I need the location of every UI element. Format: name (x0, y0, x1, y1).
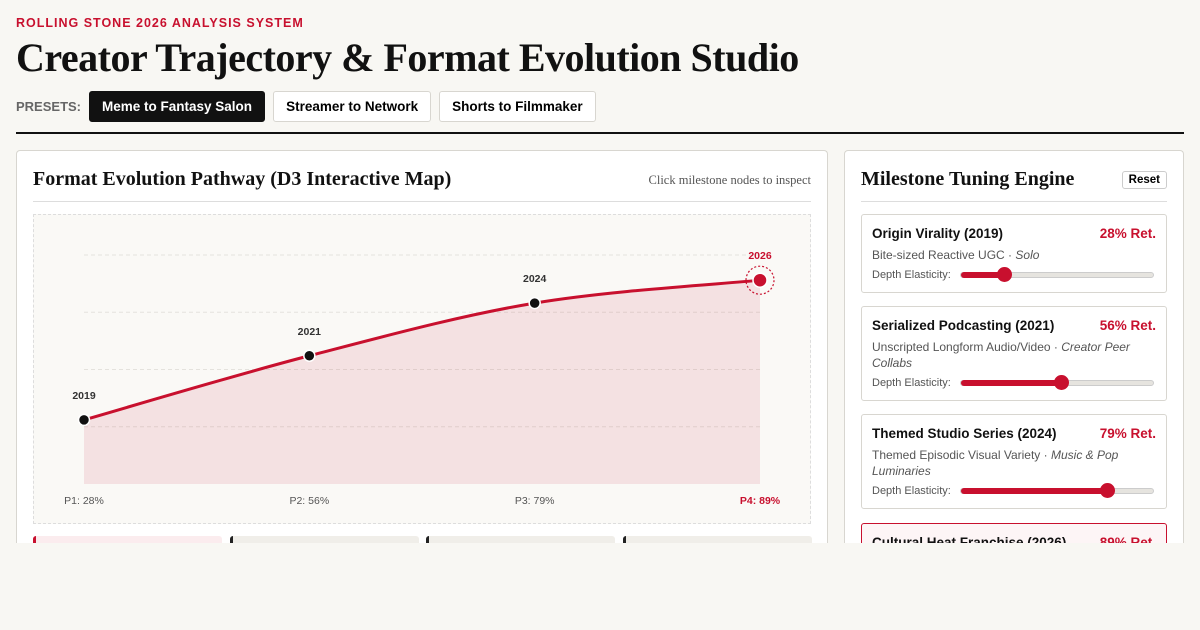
rule (16, 132, 1184, 134)
value-label: P3: 79% (515, 495, 555, 507)
milestone-format: Unscripted Longform Audio/Video · Creato… (872, 340, 1130, 370)
card-header: Themed Studio Series (2024) 79% Ret. (872, 426, 1156, 441)
milestone-format: Themed Episodic Visual Variety · Music &… (872, 448, 1119, 478)
preset-button[interactable]: Meme to Fantasy Salon (89, 91, 266, 122)
page-title: Creator Trajectory & Format Evolution St… (16, 35, 799, 80)
line (83, 278, 761, 422)
milestone-card: Themed Studio Series (2024) 79% Ret. Theme… (861, 414, 1167, 509)
milestone-tab[interactable] (426, 536, 615, 543)
map-panel: Format Evolution Pathway (D3 Interactive… (16, 150, 828, 543)
chart-box: 2019 P1: 28% 2021 P2: 56% 2024 P3: 79% 2026 P4:… (33, 214, 811, 524)
collab: Music & Pop Luminaries (872, 448, 1119, 478)
format: Unscripted Longform Audio/Video (872, 340, 1051, 354)
format: Themed Episodic Visual Variety (872, 448, 1041, 462)
slider-row: Depth Elasticity: (872, 375, 1156, 390)
divider (861, 201, 1167, 202)
retention: 28% Ret. (1099, 226, 1156, 241)
value-label: P4: 89% (740, 495, 781, 507)
slider-fill (960, 380, 1062, 386)
milestone-tab[interactable] (230, 536, 419, 543)
preset-button[interactable]: Streamer to Network (273, 91, 432, 122)
year-label: 2019 (72, 390, 96, 402)
slider-fill (960, 488, 1108, 494)
slider-thumb[interactable] (1100, 483, 1116, 498)
value-label: P2: 56% (289, 495, 329, 507)
slider-track[interactable] (959, 483, 1154, 498)
format: Bite-sized Reactive UGC (872, 248, 1005, 262)
retention: 89% Ret. (1099, 535, 1156, 543)
milestone-tab[interactable] (33, 536, 222, 543)
slider-label: Depth Elasticity: (872, 377, 951, 389)
milestone-name: Cultural Heat Franchise (2026) (872, 535, 1067, 543)
milestone-name: Serialized Podcasting (2021) (872, 318, 1055, 333)
milestone-tab[interactable] (623, 536, 812, 543)
milestone-card: Serialized Podcasting (2021) 56% Ret. Unsc… (861, 306, 1167, 401)
hint: Click milestone nodes to inspect (648, 173, 811, 187)
card-header: Cultural Heat Franchise (2026) 89% Ret. (872, 535, 1156, 543)
chart: 2019 P1: 28% 2021 P2: 56% 2024 P3: 79% 2026 P4:… (64, 250, 781, 507)
preset-button[interactable]: Shorts to Filmmaker (439, 91, 596, 122)
presets-label: PRESETS: (16, 99, 82, 114)
retention: 79% Ret. (1099, 426, 1156, 441)
card-header: Serialized Podcasting (2021) 56% Ret. (872, 318, 1156, 333)
milestone-name: Origin Virality (2019) (872, 226, 1004, 241)
panel-title: Format Evolution Pathway (D3 Interactive… (33, 168, 452, 190)
retention: 56% Ret. (1099, 318, 1156, 333)
value-label: P1: 28% (64, 495, 104, 507)
slider-label: Depth Elasticity: (872, 269, 951, 281)
selection-ring (745, 265, 775, 295)
slider-row: Depth Elasticity: (872, 267, 1156, 282)
slider-row: Depth Elasticity: (872, 483, 1156, 498)
slider-fill (960, 272, 1005, 278)
reset-button[interactable]: Reset (1121, 171, 1167, 189)
divider (33, 201, 811, 202)
collab: Solo (1015, 248, 1040, 262)
year-label: 2024 (523, 273, 547, 285)
collab: Creator Peer Collabs (872, 340, 1130, 370)
milestone-node[interactable] (77, 413, 91, 427)
presets: PRESETS: Meme to Fantasy Salon Streamer t… (16, 91, 596, 122)
slider-track[interactable] (959, 267, 1154, 282)
year-label: 2021 (298, 326, 322, 338)
milestone-node[interactable] (528, 296, 541, 310)
milestone-node[interactable] (752, 272, 768, 288)
milestone-card: Cultural Heat Franchise (2026) 89% Ret. (861, 523, 1167, 543)
area (84, 280, 760, 484)
card-header: Origin Virality (2019) 28% Ret. (872, 226, 1156, 241)
tuning-panel: Milestone Tuning Engine Reset Origin Vir… (844, 150, 1184, 543)
milestone-card: Origin Virality (2019) 28% Ret. Bite-sized… (861, 214, 1167, 293)
slider-thumb[interactable] (1053, 375, 1069, 390)
slider-label: Depth Elasticity: (872, 485, 951, 497)
kicker: ROLLING STONE 2026 ANALYSIS SYSTEM (16, 16, 304, 30)
milestone-format: Bite-sized Reactive UGC · Solo (872, 248, 1040, 262)
slider-track[interactable] (959, 375, 1154, 390)
milestone-node[interactable] (303, 349, 316, 363)
year-label: 2026 (748, 250, 772, 262)
milestone-name: Themed Studio Series (2024) (872, 426, 1057, 441)
panel-title: Milestone Tuning Engine (861, 168, 1075, 190)
slider-thumb[interactable] (996, 267, 1012, 282)
